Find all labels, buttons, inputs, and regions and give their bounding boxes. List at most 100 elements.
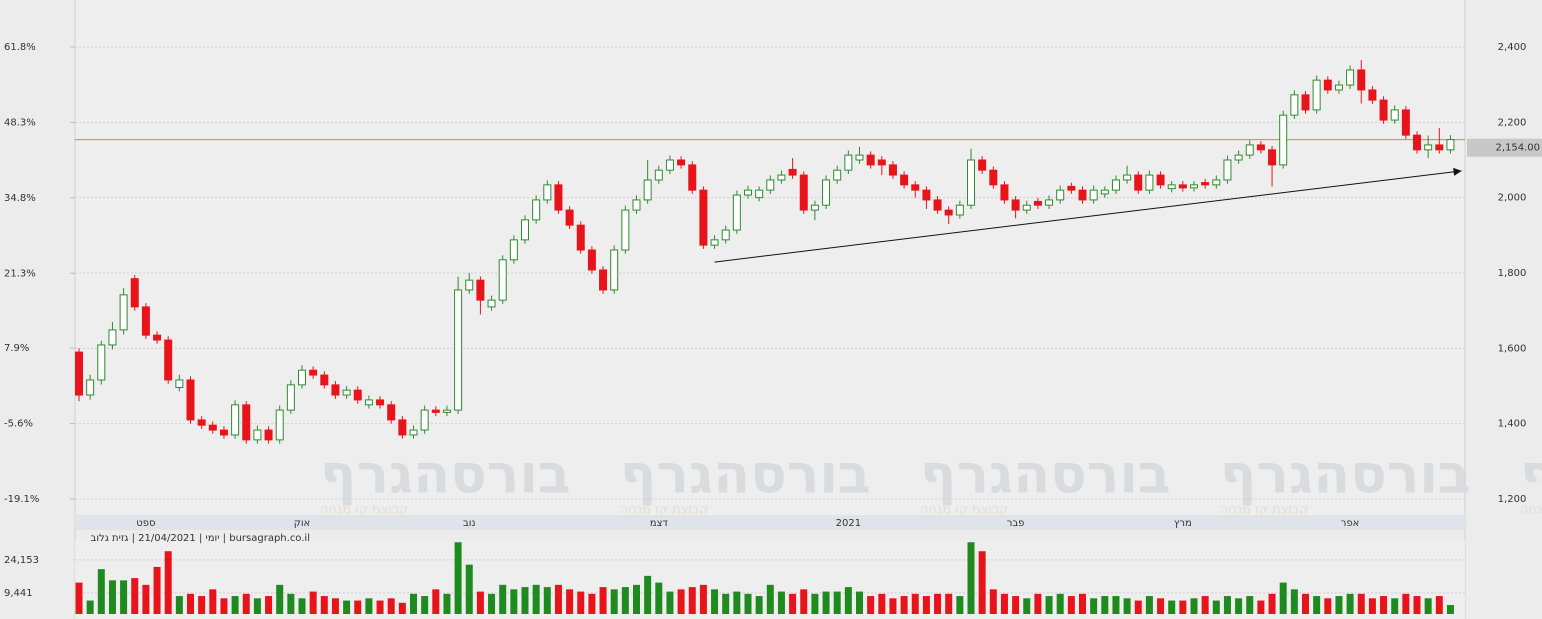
volume-bar (1067, 596, 1075, 614)
volume-bar (722, 593, 730, 614)
volume-bar (744, 593, 752, 614)
volume-bar (1446, 605, 1454, 614)
volume-bar (421, 596, 429, 614)
trendline (714, 170, 1462, 263)
volume-bar (1000, 593, 1008, 614)
y2-tick-label: 48.3% (4, 117, 36, 128)
volume-bar (443, 593, 451, 614)
volume-bar (822, 591, 830, 614)
volume-bar (1012, 596, 1020, 614)
watermark-logo: בורסהגרף (620, 443, 871, 506)
candle-body (610, 249, 619, 291)
candle-body (309, 369, 318, 376)
volume-bar (711, 589, 719, 614)
candle-body (1368, 89, 1377, 101)
candle-body (755, 189, 764, 199)
watermark-logo: בורסהגרף (1520, 443, 1542, 506)
candle-body (1334, 84, 1343, 91)
watermark-logo: בורסהגרף (320, 443, 571, 506)
x-tick-label: 2021 (836, 518, 861, 529)
candle-body (97, 344, 106, 381)
volume-bar (833, 591, 841, 614)
candle-body (587, 249, 596, 271)
volume-bar (554, 584, 562, 614)
volume-bar (789, 593, 797, 614)
volume-bar (989, 589, 997, 614)
candle-body (855, 154, 864, 161)
volume-bar (120, 580, 128, 614)
candle-body (933, 199, 942, 211)
candle-body (86, 379, 95, 396)
volume-bar (231, 596, 239, 614)
candle-body (1111, 179, 1120, 191)
volume-bar (209, 589, 217, 614)
candle-body (75, 351, 83, 396)
volume-bar (644, 575, 652, 614)
volume-bar (265, 596, 273, 614)
candle-body (576, 224, 585, 251)
candle-body (298, 369, 306, 386)
candle-body (844, 154, 853, 171)
candle-body (1000, 184, 1009, 201)
candle-body (1212, 179, 1221, 186)
candle-body (1312, 79, 1321, 111)
volume-bar (900, 596, 908, 614)
y2-tick-label: 34.8% (4, 193, 36, 204)
candle-body (621, 209, 630, 251)
volume-bar (298, 598, 306, 614)
volume-bar (867, 596, 875, 614)
candle-body (476, 279, 485, 301)
candle-body (420, 409, 429, 431)
candle-body (978, 159, 987, 171)
candle-body (1078, 189, 1087, 201)
date-strip (75, 515, 1465, 530)
candle-body (643, 179, 652, 201)
volume-bar (1279, 582, 1287, 614)
volume-bar (945, 593, 953, 614)
volume-bar (777, 591, 785, 614)
candle-body (900, 174, 909, 186)
labels: 1,200 1,400 1,600 1,800 2,000 2,200 2,400 -19.1… (4, 42, 1540, 599)
candle-body (1357, 69, 1366, 91)
volume-bar (97, 569, 105, 614)
candle-body (677, 159, 686, 166)
candle-body (955, 204, 964, 216)
candle-body (208, 424, 217, 431)
y-tick-label: 2,000 (1498, 193, 1527, 204)
watermark-tagline: קבוצת קו מנחה (320, 503, 409, 518)
candle-body (1290, 94, 1299, 116)
x-tick-label: אפר (1341, 518, 1360, 529)
volume-bar (175, 596, 183, 614)
candle-body (186, 379, 195, 421)
volume-bar (1201, 596, 1209, 614)
volume-bar (755, 596, 763, 614)
volume-bar (1168, 600, 1176, 614)
x-tick-label: אוק (294, 518, 311, 529)
volume-bar (1357, 593, 1365, 614)
volume-tick-label: 24,153 (4, 555, 39, 566)
candle-body (1234, 154, 1243, 161)
watermark-logo: בורסהגרף (1220, 443, 1471, 506)
volume-bar (878, 593, 886, 614)
candle-body (721, 229, 730, 241)
volume-bar (1045, 596, 1053, 614)
candle-body (989, 169, 998, 186)
candle-body (498, 259, 507, 301)
volume-bar (1157, 598, 1165, 614)
candle-body (710, 239, 719, 246)
candle-body (364, 399, 373, 406)
volume-bar (320, 596, 328, 614)
candle-body (877, 159, 886, 166)
y-tick-label: 1,800 (1498, 268, 1527, 279)
candle-body (1390, 109, 1399, 121)
candle-body (1424, 144, 1433, 151)
candle-body (1067, 185, 1076, 191)
y2-tick-label: 21.3% (4, 268, 36, 279)
volume-bar (1324, 598, 1332, 614)
volume-bar (432, 589, 440, 614)
y-tick-label: 1,200 (1498, 494, 1527, 505)
candle-body (1435, 144, 1444, 151)
volume-bar (1101, 596, 1109, 614)
